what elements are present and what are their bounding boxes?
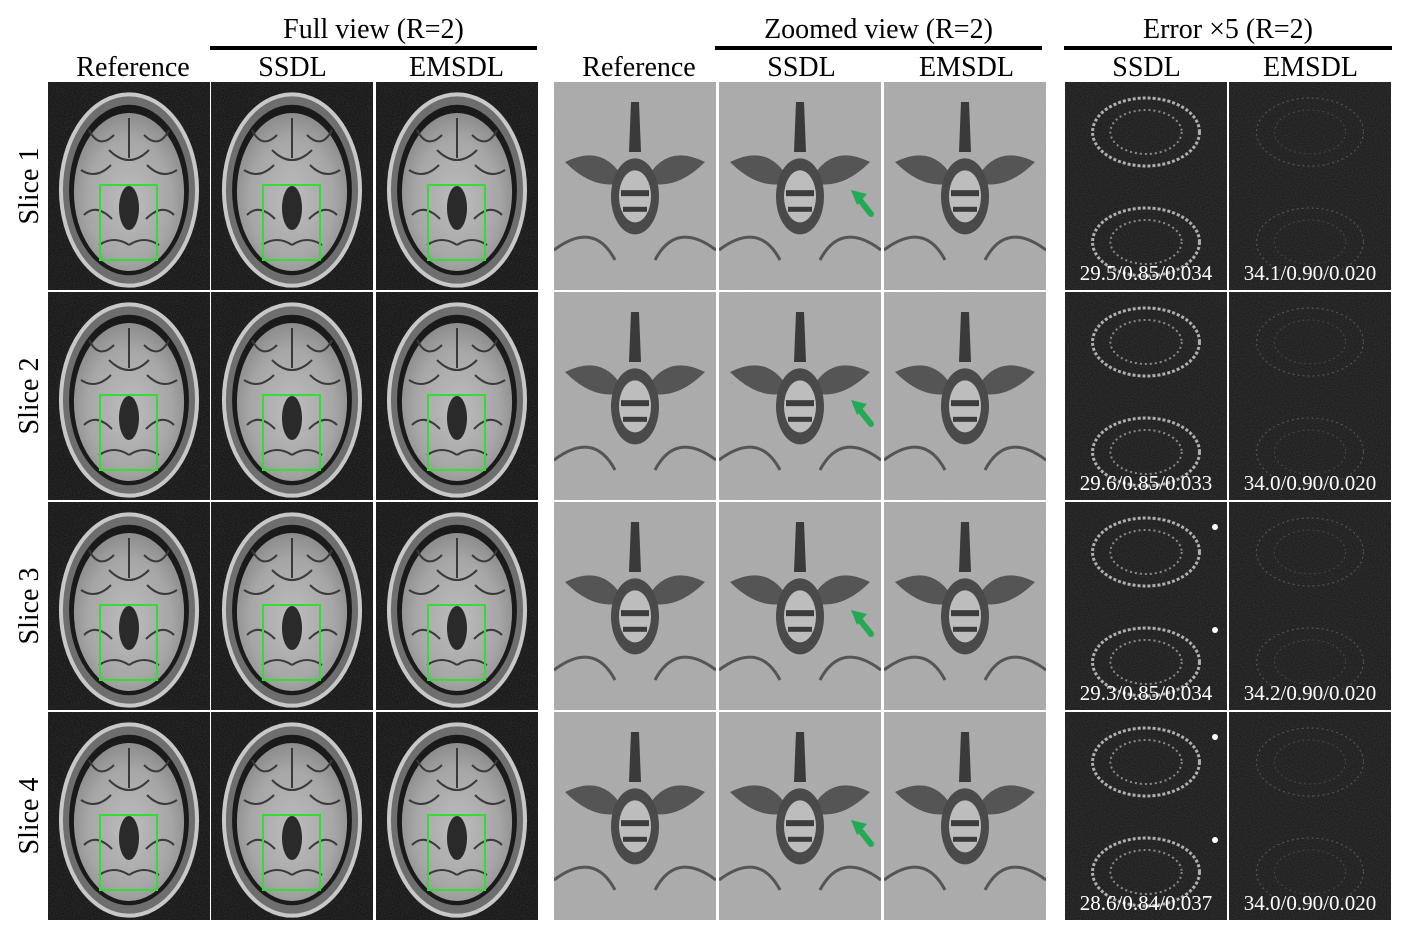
- zoom-reference-image: [554, 292, 716, 500]
- zoom-reference-image: [554, 82, 716, 290]
- green-arrow-icon: [851, 400, 874, 427]
- subheader-emsdl-full: EMSDL: [409, 52, 504, 83]
- subheader-emsdl-zoom: EMSDL: [919, 52, 1014, 83]
- subheader-reference-full: Reference: [76, 52, 190, 83]
- header-error: Error ×5 (R=2): [1143, 14, 1313, 45]
- subheader-ssdl-error: SSDL: [1112, 52, 1181, 83]
- emsdl-metrics-label: 34.2/0.90/0.020: [1243, 681, 1377, 705]
- full-reference-image: [48, 292, 210, 500]
- full-emsdl-image: [376, 292, 538, 500]
- ssdl-metrics-label: 29.5/0.85/0.034: [1079, 261, 1213, 285]
- zoom-ssdl-image: [719, 502, 881, 710]
- emsdl-metrics-label: 34.0/0.90/0.020: [1243, 891, 1377, 915]
- header-zoomed-view: Zoomed view (R=2): [764, 14, 993, 45]
- row-label-slice-3: Slice 3: [14, 567, 45, 645]
- zoom-reference-image: [554, 712, 716, 920]
- header-full-view: Full view (R=2): [283, 14, 464, 45]
- green-arrow-icon: [851, 820, 874, 847]
- full-reference-image: [48, 712, 210, 920]
- row-label-slice-1: Slice 1: [14, 147, 45, 225]
- zoom-reference-image: [554, 502, 716, 710]
- zoom-emsdl-image: [884, 712, 1046, 920]
- full-ssdl-image: [211, 502, 373, 710]
- zoom-emsdl-image: [884, 82, 1046, 290]
- full-emsdl-image: [376, 82, 538, 290]
- subheader-emsdl-error: EMSDL: [1263, 52, 1358, 83]
- emsdl-metrics-label: 34.0/0.90/0.020: [1243, 471, 1377, 495]
- zoom-ssdl-image: [719, 82, 881, 290]
- full-reference-image: [48, 502, 210, 710]
- green-arrow-icon: [851, 610, 874, 637]
- subheader-ssdl-full: SSDL: [258, 52, 327, 83]
- zoom-emsdl-image: [884, 292, 1046, 500]
- header-error-rule: [1064, 46, 1392, 50]
- zoom-emsdl-image: [884, 502, 1046, 710]
- full-reference-image: [48, 82, 210, 290]
- full-ssdl-image: [211, 292, 373, 500]
- header-zoomed-view-rule: [715, 46, 1042, 50]
- error-emsdl-image: 34.1/0.90/0.020: [1229, 82, 1391, 290]
- subheader-ssdl-zoom: SSDL: [767, 52, 836, 83]
- row-label-slice-2: Slice 2: [14, 357, 45, 435]
- full-emsdl-image: [376, 712, 538, 920]
- full-ssdl-image: [211, 712, 373, 920]
- full-emsdl-image: [376, 502, 538, 710]
- error-emsdl-image: 34.2/0.90/0.020: [1229, 502, 1391, 710]
- error-ssdl-image: 29.5/0.85/0.034: [1065, 82, 1227, 290]
- zoom-ssdl-image: [719, 712, 881, 920]
- ssdl-metrics-label: 29.3/0.85/0.034: [1079, 681, 1213, 705]
- error-ssdl-image: 29.3/0.85/0.034: [1065, 502, 1227, 710]
- ssdl-metrics-label: 29.6/0.85/0.033: [1079, 471, 1213, 495]
- subheader-reference-zoom: Reference: [582, 52, 696, 83]
- error-emsdl-image: 34.0/0.90/0.020: [1229, 712, 1391, 920]
- error-ssdl-image: 28.6/0.84/0.037: [1065, 712, 1227, 920]
- ssdl-metrics-label: 28.6/0.84/0.037: [1079, 891, 1213, 915]
- emsdl-metrics-label: 34.1/0.90/0.020: [1243, 261, 1377, 285]
- error-ssdl-image: 29.6/0.85/0.033: [1065, 292, 1227, 500]
- header-full-view-rule: [210, 46, 537, 50]
- row-label-slice-4: Slice 4: [14, 777, 45, 855]
- error-emsdl-image: 34.0/0.90/0.020: [1229, 292, 1391, 500]
- zoom-ssdl-image: [719, 292, 881, 500]
- full-ssdl-image: [211, 82, 373, 290]
- green-arrow-icon: [851, 190, 874, 217]
